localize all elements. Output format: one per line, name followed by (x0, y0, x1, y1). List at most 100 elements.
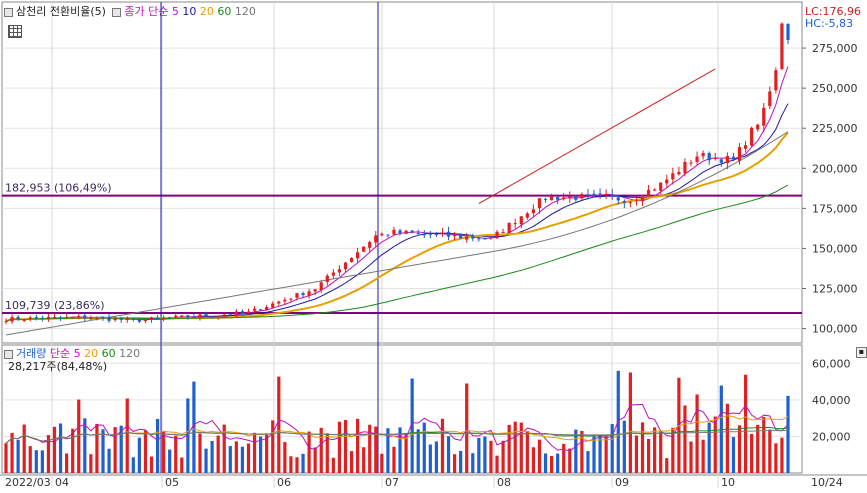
ma20-line (5, 132, 789, 323)
volume-bar (283, 442, 287, 473)
volume-bar (259, 436, 263, 473)
candle-body (16, 316, 20, 320)
volume-bar (519, 422, 523, 473)
date-tick-label: 07 (385, 476, 399, 489)
volume-bar (495, 455, 499, 473)
volume-bar (162, 431, 166, 473)
candle-body (459, 233, 463, 239)
volume-bar (416, 429, 420, 473)
volume-bar (719, 385, 723, 473)
candle-body (192, 316, 196, 318)
candle-body (719, 159, 723, 163)
candle-body (513, 223, 517, 225)
candle-body (410, 230, 414, 233)
volume-bar (34, 450, 38, 473)
candle-body (659, 182, 663, 191)
candle-body (422, 234, 426, 236)
volume-bar (428, 444, 432, 473)
volume-bar (701, 439, 705, 473)
volume-bar (743, 374, 748, 473)
volume-ma-line (5, 403, 789, 452)
candle-body (58, 317, 63, 319)
volume-bar (531, 447, 535, 473)
volume-bar (325, 433, 329, 473)
candle-body (204, 314, 208, 317)
candle-body (452, 235, 457, 237)
candle-body (71, 317, 75, 319)
volume-bar (71, 428, 75, 473)
volume-bar (143, 430, 148, 473)
candle-body (507, 222, 511, 234)
axis-labels: 275,000 250,000 225,000 200,000 175,000 150,0… (5, 42, 858, 489)
volume-bar (307, 431, 311, 473)
candle-body (574, 196, 578, 200)
candle-body (610, 194, 614, 197)
candle-body (780, 23, 784, 70)
candle-body (95, 317, 99, 319)
price-candles (4, 22, 790, 325)
volume-toggle-icon[interactable] (4, 349, 13, 359)
volume-bar (107, 448, 111, 473)
candle-body (4, 321, 8, 323)
volume-bar (695, 394, 699, 473)
volume-bar (289, 456, 293, 473)
candle-body (549, 196, 554, 201)
volume-bar (368, 424, 372, 473)
volume-bar (598, 434, 602, 473)
volume-bar (580, 430, 584, 473)
panel-toggle-icon[interactable] (4, 7, 13, 17)
trend-line (478, 68, 716, 204)
volume-bar (586, 451, 590, 473)
volume-ma20-label: 20 (84, 347, 99, 360)
volume-tick-label: 20,000 (812, 430, 851, 443)
candle-body (665, 179, 669, 184)
candle-body (689, 162, 693, 164)
volume-bar (646, 439, 651, 473)
candle-body (28, 317, 32, 320)
volume-bar (452, 454, 457, 473)
pane-menu-icon[interactable]: ▪ (856, 347, 867, 358)
volume-bar (149, 456, 154, 473)
volume-bar (537, 439, 542, 473)
ma120-label: 120 (234, 5, 256, 18)
volume-bar (65, 453, 69, 473)
candle-body (210, 316, 214, 318)
candle-body (701, 152, 705, 157)
volume-bar (362, 447, 366, 473)
volume-bar (568, 448, 572, 473)
volume-bar (434, 441, 439, 473)
volume-bar (192, 381, 196, 473)
price-legend: 삼천리 전환비율(5) 종가 단순 5 10 20 60 120 (4, 5, 256, 18)
volume-bar (52, 426, 57, 473)
candle-body (259, 309, 263, 311)
candle-body (483, 238, 487, 240)
volume-bar (234, 441, 238, 473)
candle-body (162, 317, 166, 319)
volume-bar (277, 376, 281, 473)
candle-body (525, 213, 529, 218)
candle-body (143, 319, 148, 322)
volume-bar (525, 430, 529, 473)
volume-bar (113, 427, 117, 473)
candle-body (216, 315, 220, 318)
volume-ma60-label: 60 (101, 347, 116, 360)
ma-toggle-icon[interactable] (112, 7, 122, 17)
volume-tick-label: 60,000 (812, 357, 851, 370)
candle-body (465, 236, 469, 240)
volume-bar (95, 423, 99, 473)
candle-body (489, 236, 493, 239)
volume-bar (216, 435, 220, 473)
candle-body (234, 311, 238, 314)
volume-bar (471, 453, 475, 473)
volume-bar (768, 429, 772, 473)
volume-bar (77, 399, 81, 473)
candle-body (622, 201, 626, 204)
volume-bar (659, 430, 663, 473)
volume-bar (780, 437, 784, 473)
candle-body (331, 272, 335, 276)
grid-icon[interactable] (8, 25, 22, 38)
volume-bar (592, 436, 596, 473)
volume-bar (355, 418, 360, 473)
volume-bar (683, 405, 687, 473)
volume-bar (210, 440, 214, 473)
